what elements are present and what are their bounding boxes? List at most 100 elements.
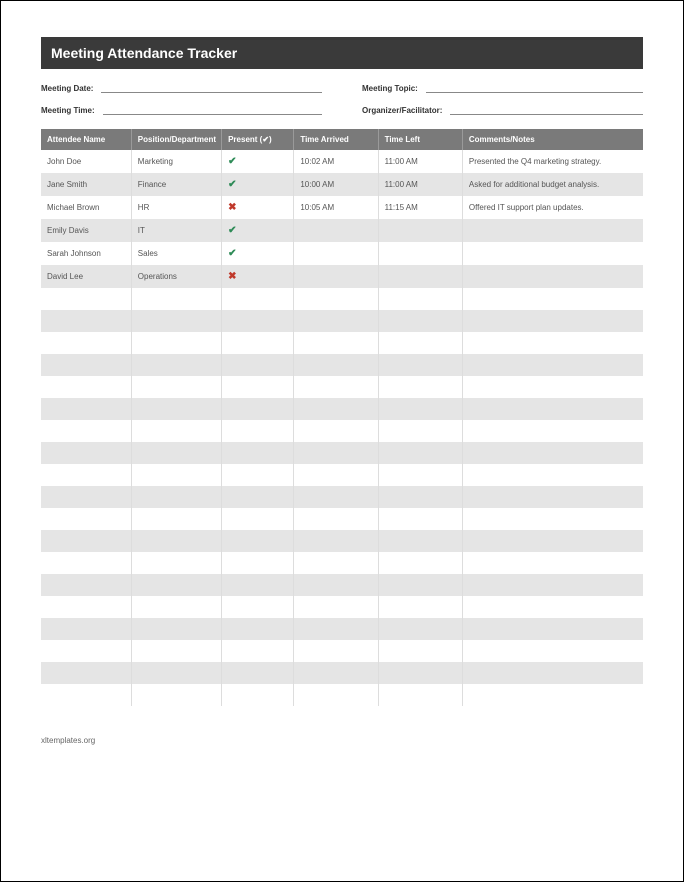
cell-position — [131, 618, 221, 640]
cell-present — [222, 420, 294, 442]
cell-name — [41, 618, 131, 640]
organizer-label: Organizer/Facilitator: — [362, 106, 442, 115]
table-row — [41, 288, 643, 310]
col-header-comments: Comments/Notes — [462, 129, 643, 150]
cell-position — [131, 640, 221, 662]
check-icon: ✔ — [228, 248, 236, 259]
table-row — [41, 640, 643, 662]
meeting-topic-value[interactable] — [426, 83, 643, 93]
cell-arrived — [294, 508, 378, 530]
table-row: Emily DavisIT✔ — [41, 219, 643, 242]
table-row — [41, 662, 643, 684]
attendance-table: Attendee Name Position/Department Presen… — [41, 129, 643, 706]
cell-comments — [462, 640, 643, 662]
cell-position — [131, 684, 221, 706]
cell-name — [41, 398, 131, 420]
cell-position — [131, 596, 221, 618]
cell-name — [41, 684, 131, 706]
table-row — [41, 464, 643, 486]
cell-comments — [462, 288, 643, 310]
cell-position — [131, 420, 221, 442]
cell-name — [41, 464, 131, 486]
cell-position: Marketing — [131, 150, 221, 173]
col-header-present: Present (✔) — [222, 129, 294, 150]
cell-present — [222, 618, 294, 640]
table-row — [41, 508, 643, 530]
table-row — [41, 398, 643, 420]
table-row — [41, 442, 643, 464]
cross-icon: ✖ — [228, 202, 236, 213]
cell-present — [222, 684, 294, 706]
cell-name: Jane Smith — [41, 173, 131, 196]
cell-left — [378, 640, 462, 662]
cell-arrived — [294, 310, 378, 332]
page-title: Meeting Attendance Tracker — [41, 37, 643, 69]
cell-position — [131, 552, 221, 574]
cell-present — [222, 552, 294, 574]
cell-arrived — [294, 574, 378, 596]
cell-comments — [462, 310, 643, 332]
table-row — [41, 618, 643, 640]
cell-position — [131, 398, 221, 420]
cell-present — [222, 508, 294, 530]
cell-comments — [462, 618, 643, 640]
cell-arrived: 10:00 AM — [294, 173, 378, 196]
cell-comments — [462, 420, 643, 442]
cell-position — [131, 376, 221, 398]
table-row — [41, 530, 643, 552]
cell-left — [378, 265, 462, 288]
table-row — [41, 310, 643, 332]
table-row — [41, 552, 643, 574]
cell-arrived — [294, 662, 378, 684]
cell-comments — [462, 265, 643, 288]
cell-arrived: 10:02 AM — [294, 150, 378, 173]
table-row: David LeeOperations✖ — [41, 265, 643, 288]
table-row — [41, 574, 643, 596]
cell-name: David Lee — [41, 265, 131, 288]
cell-arrived — [294, 265, 378, 288]
meeting-time-value[interactable] — [103, 105, 322, 115]
cell-comments — [462, 354, 643, 376]
cell-comments — [462, 332, 643, 354]
cell-arrived — [294, 684, 378, 706]
cell-position: Finance — [131, 173, 221, 196]
cell-present: ✔ — [222, 173, 294, 196]
cell-name — [41, 442, 131, 464]
cell-position — [131, 354, 221, 376]
cell-left — [378, 398, 462, 420]
cell-left — [378, 420, 462, 442]
cell-left — [378, 354, 462, 376]
cell-comments: Asked for additional budget analysis. — [462, 173, 643, 196]
cell-position — [131, 530, 221, 552]
cell-arrived — [294, 640, 378, 662]
cell-left — [378, 574, 462, 596]
meeting-date-label: Meeting Date: — [41, 84, 93, 93]
table-row: Sarah JohnsonSales✔ — [41, 242, 643, 265]
cell-arrived — [294, 288, 378, 310]
cell-position: IT — [131, 219, 221, 242]
cell-left — [378, 618, 462, 640]
meta-section: Meeting Date: Meeting Topic: Meeting Tim… — [41, 83, 643, 115]
cell-comments — [462, 596, 643, 618]
organizer-value[interactable] — [450, 105, 643, 115]
cell-left — [378, 486, 462, 508]
cell-present: ✔ — [222, 219, 294, 242]
cell-name: Sarah Johnson — [41, 242, 131, 265]
cell-position: HR — [131, 196, 221, 219]
cell-comments — [462, 486, 643, 508]
cell-arrived — [294, 242, 378, 265]
cell-position — [131, 288, 221, 310]
cell-left — [378, 288, 462, 310]
cell-left: 11:00 AM — [378, 150, 462, 173]
cell-arrived — [294, 530, 378, 552]
cell-comments — [462, 464, 643, 486]
cell-left — [378, 376, 462, 398]
cell-name: Michael Brown — [41, 196, 131, 219]
cell-present: ✖ — [222, 265, 294, 288]
cell-name — [41, 310, 131, 332]
cell-name — [41, 508, 131, 530]
cell-left — [378, 219, 462, 242]
meeting-date-value[interactable] — [101, 83, 322, 93]
cell-comments: Offered IT support plan updates. — [462, 196, 643, 219]
cell-arrived — [294, 219, 378, 242]
